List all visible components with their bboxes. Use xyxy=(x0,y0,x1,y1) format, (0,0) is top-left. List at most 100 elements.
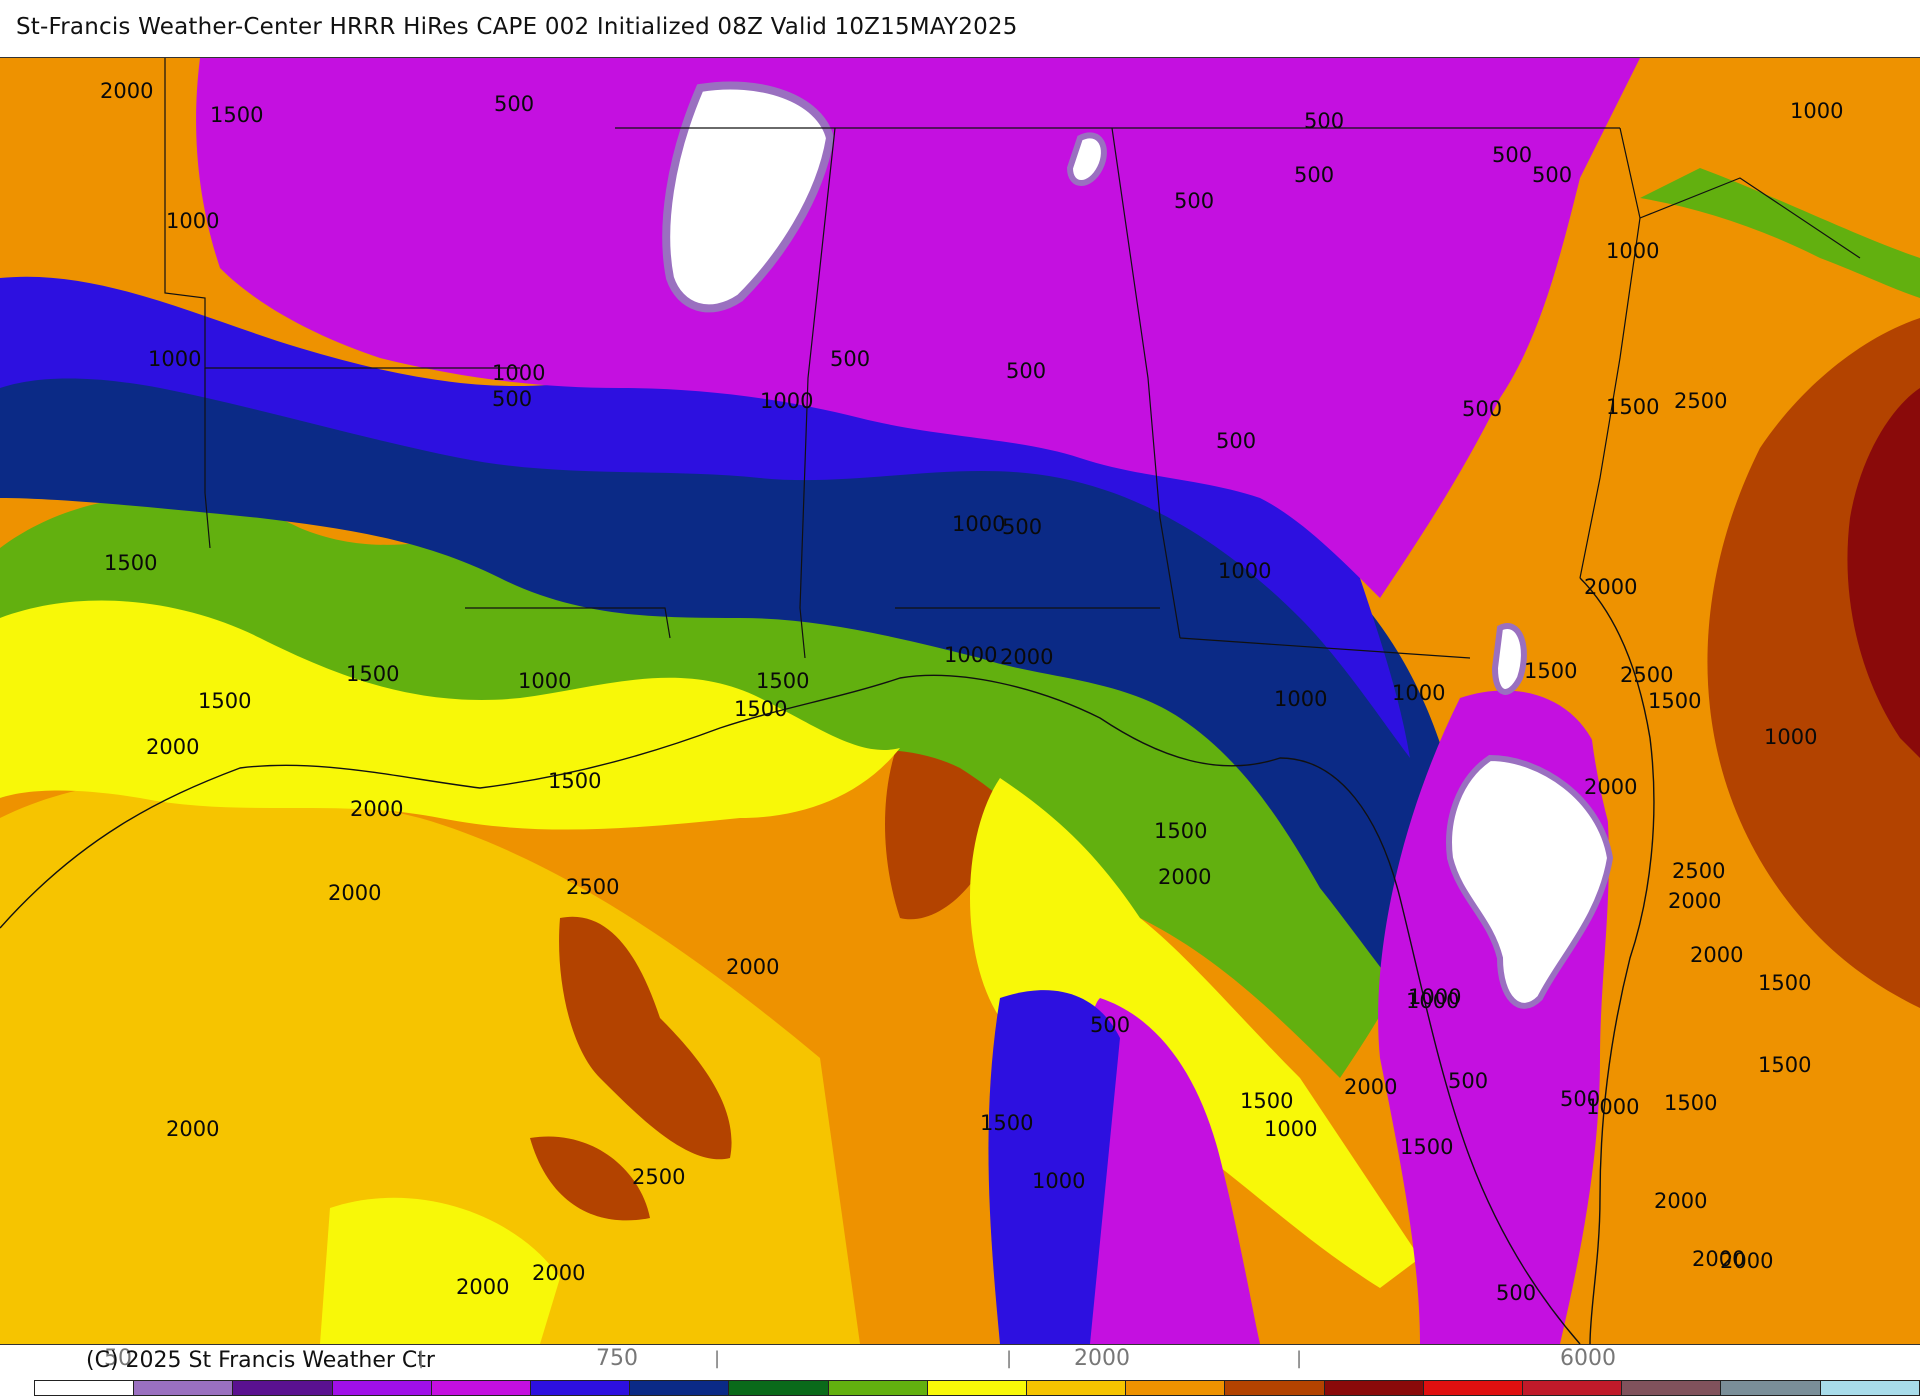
contour-label: 2000 xyxy=(1690,943,1743,967)
cape-fill-orange-northwest xyxy=(0,58,200,178)
contour-label: 1500 xyxy=(1154,819,1207,843)
contour-label: 2000 xyxy=(350,797,403,821)
contour-label: 2000 xyxy=(1158,865,1211,889)
legend-tick-mark: | xyxy=(1296,1348,1303,1369)
legend-swatch xyxy=(1721,1381,1821,1395)
contour-label: 1500 xyxy=(1758,1053,1811,1077)
contour-label: 2000 xyxy=(1584,575,1637,599)
contour-label: 1500 xyxy=(210,103,263,127)
contour-label: 500 xyxy=(1560,1087,1600,1111)
legend-swatch xyxy=(134,1381,234,1395)
contour-label: 1000 xyxy=(1606,239,1659,263)
copyright-text: (C) 2025 St Francis Weather Ctr xyxy=(86,1348,435,1373)
legend-swatch xyxy=(1423,1381,1524,1395)
legend-swatch xyxy=(1523,1381,1623,1395)
legend-swatch xyxy=(1027,1381,1127,1395)
contour-label: 1500 xyxy=(1400,1135,1453,1159)
cape-fill-navy-band xyxy=(0,314,1469,1038)
legend-swatch xyxy=(1820,1381,1919,1395)
contour-label: 1000 xyxy=(1032,1169,1085,1193)
contour-label: 500 xyxy=(1496,1281,1536,1305)
cape-fill-dark-red-east xyxy=(1847,388,1920,758)
contour-label: 1000 xyxy=(952,512,1005,536)
cape-fill-yellow-south xyxy=(320,1197,560,1344)
contour-label: 500 xyxy=(492,387,532,411)
contour-label: 2000 xyxy=(1668,889,1721,913)
contour-label: 1000 xyxy=(1408,985,1461,1009)
cape-fill-rust-south-texas xyxy=(559,916,732,1160)
cape-fill-white-northplains xyxy=(662,81,835,313)
cape-fill-magenta-north xyxy=(196,58,1641,598)
cape-map: 2000 1500 500 500 500 500 500 500 1000 1… xyxy=(0,57,1920,1345)
contour-label: 2000 xyxy=(1000,645,1053,669)
contour-label: 1500 xyxy=(1758,971,1811,995)
contour-label: 1000 xyxy=(1218,559,1271,583)
contour-label: 2000 xyxy=(1584,775,1637,799)
legend-swatch xyxy=(1622,1381,1722,1395)
legend-swatch xyxy=(431,1381,532,1395)
contour-label: 2000 xyxy=(100,79,153,103)
legend-tick-mark: | xyxy=(1006,1348,1013,1369)
cape-fill-blue-gulf xyxy=(988,990,1120,1344)
legend-swatch xyxy=(233,1381,333,1395)
contour-label: 500 xyxy=(1294,163,1334,187)
contour-label: 1000 xyxy=(1264,1117,1317,1141)
legend-tick: 6000 xyxy=(1560,1346,1616,1371)
gulf-coastline xyxy=(0,674,1581,1344)
contour-label: 2000 xyxy=(456,1275,509,1299)
contour-label: 2000 xyxy=(166,1117,219,1141)
chart-title: St-Francis Weather-Center HRRR HiRes CAP… xyxy=(16,14,1018,40)
contour-label: 1500 xyxy=(548,769,601,793)
legend-swatch xyxy=(1324,1381,1424,1395)
atlantic-coastline xyxy=(1579,577,1655,1344)
cape-fill-yellow-gulf xyxy=(970,778,1420,1288)
legend-swatch xyxy=(1225,1381,1325,1395)
color-legend xyxy=(34,1380,1920,1396)
contour-label: 2000 xyxy=(1720,1249,1773,1273)
legend-tick-mark: | xyxy=(418,1348,425,1369)
legend-swatch xyxy=(927,1381,1028,1395)
contour-label: 500 xyxy=(1174,189,1214,213)
cape-fill-white-small xyxy=(1066,132,1107,186)
contour-label: 500 xyxy=(1304,109,1344,133)
contour-label: 1500 xyxy=(980,1111,1033,1135)
legend-swatch xyxy=(828,1381,928,1395)
contour-label: 2500 xyxy=(1672,859,1725,883)
contour-label: 2000 xyxy=(328,881,381,905)
contour-label: 1000 xyxy=(1392,681,1445,705)
contour-label: 500 xyxy=(1448,1069,1488,1093)
contour-label: 2000 xyxy=(1344,1075,1397,1099)
contour-label: 2500 xyxy=(632,1165,685,1189)
legend-swatch xyxy=(35,1381,135,1395)
contour-label: 1500 xyxy=(1664,1091,1717,1115)
contour-labels: 2000 1500 500 500 500 500 500 500 1000 1… xyxy=(100,79,1843,1305)
contour-label: 1500 xyxy=(198,689,251,713)
contour-label: 500 xyxy=(494,92,534,116)
contour-label: 2000 xyxy=(146,735,199,759)
contour-label: 500 xyxy=(1216,429,1256,453)
cape-fill-white-georgia xyxy=(1446,754,1614,1009)
state-boundaries xyxy=(164,58,1861,659)
contour-label: 2000 xyxy=(532,1261,585,1285)
contour-label: 2500 xyxy=(1674,389,1727,413)
contour-label: 1500 xyxy=(346,662,399,686)
contour-label: 1000 xyxy=(1406,989,1459,1013)
legend-swatch xyxy=(630,1381,730,1395)
contour-label: 500 xyxy=(1492,143,1532,167)
cape-fill-white-carolina xyxy=(1491,623,1527,695)
contour-label: 1500 xyxy=(1524,659,1577,683)
contour-label: 1500 xyxy=(104,551,157,575)
contour-label: 500 xyxy=(1090,1013,1130,1037)
contour-label: 1500 xyxy=(1240,1089,1293,1113)
contour-label: 1500 xyxy=(756,669,809,693)
contour-label: 2000 xyxy=(1692,1247,1745,1271)
contour-label: 2000 xyxy=(1654,1189,1707,1213)
legend-tick: 750 xyxy=(596,1346,638,1371)
contour-label: 1000 xyxy=(148,347,201,371)
contour-label: 1500 xyxy=(1606,395,1659,419)
legend-swatch xyxy=(729,1381,829,1395)
contour-label: 1000 xyxy=(492,361,545,385)
contour-label: 1000 xyxy=(166,209,219,233)
legend-swatch xyxy=(1126,1381,1226,1395)
contour-label: 1000 xyxy=(944,643,997,667)
